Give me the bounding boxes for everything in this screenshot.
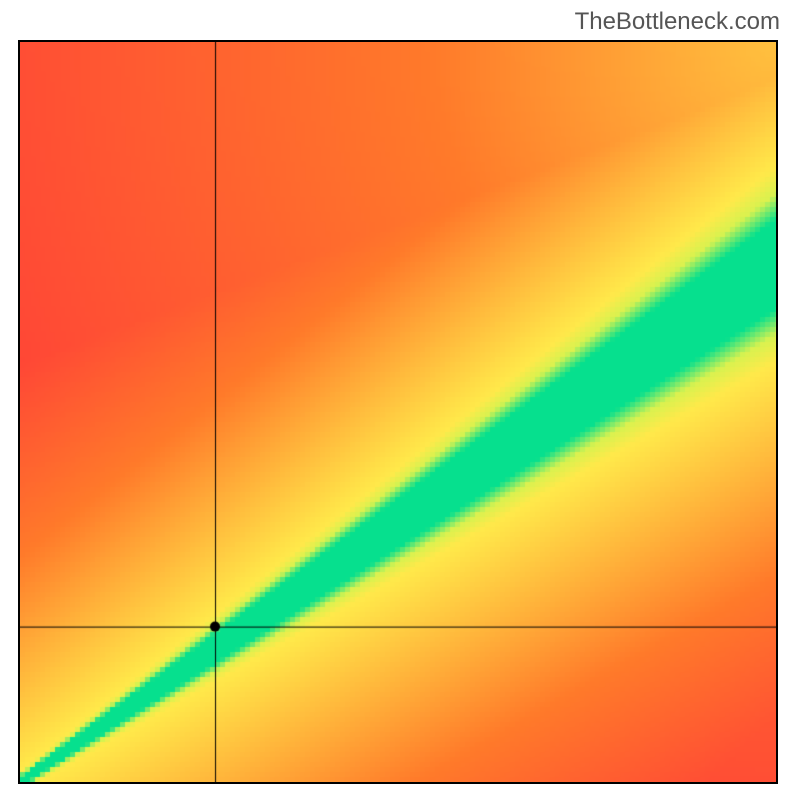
watermark-text: TheBottleneck.com bbox=[575, 8, 780, 36]
plot-frame bbox=[18, 40, 778, 784]
chart-container: TheBottleneck.com bbox=[0, 0, 800, 800]
bottleneck-heatmap bbox=[20, 42, 776, 782]
